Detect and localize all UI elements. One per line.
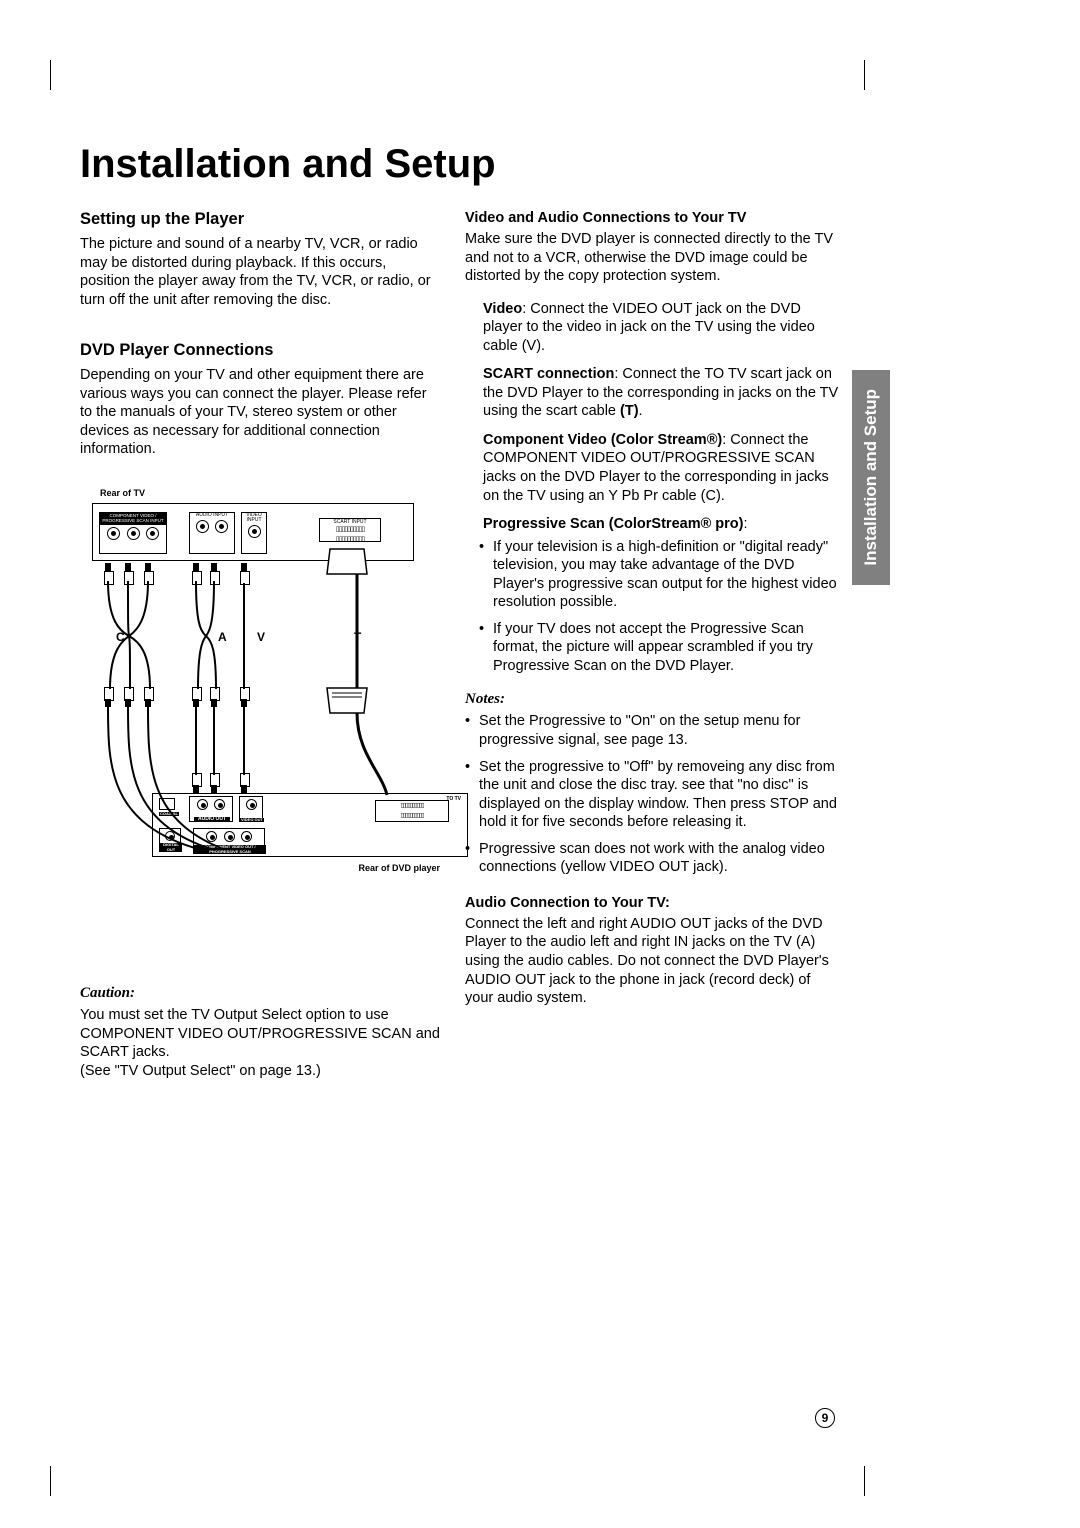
heading-setting-up: Setting up the Player [80, 210, 440, 229]
para-audio-conn: Connect the left and right AUDIO OUT jac… [465, 915, 840, 1008]
label-rear-dvd: Rear of DVD player [358, 863, 440, 873]
page-title: Installation and Setup [80, 142, 496, 187]
heading-connections: DVD Player Connections [80, 341, 440, 360]
heading-notes: Notes: [465, 691, 840, 708]
plug [144, 687, 152, 707]
para-connections: Depending on your TV and other equipment… [80, 366, 440, 459]
plug [240, 563, 248, 583]
plug [240, 687, 248, 707]
plug [124, 563, 132, 583]
port-pr-out [241, 831, 252, 842]
bullet-prog-2: If your TV does not accept the Progressi… [483, 620, 840, 676]
block-video: Video: Connect the VIDEO OUT jack on the… [465, 300, 840, 356]
page-number-value: 9 [822, 1411, 829, 1425]
label-scart-bold: SCART connection [483, 366, 614, 382]
port-y-in [146, 527, 159, 540]
port-pr-in [107, 527, 120, 540]
plug [104, 687, 112, 707]
heading-va-connections: Video and Audio Connections to Your TV [465, 210, 840, 226]
port-audio-l-in [196, 520, 209, 533]
crop-mark [50, 60, 51, 90]
note-1: Set the Progressive to "On" on the setup… [469, 712, 840, 749]
list-notes: Set the Progressive to "On" on the setup… [465, 712, 840, 876]
plug [192, 687, 200, 707]
cable-v [243, 583, 245, 689]
connection-diagram: Rear of TV COMPONENT VIDEO / PROGRESSIVE… [80, 485, 440, 945]
heading-caution: Caution: [80, 985, 440, 1002]
label-video-in: VIDEO INPUT [242, 513, 266, 523]
plug [192, 563, 200, 583]
plug [210, 687, 218, 707]
label-scart-t: (T) [620, 403, 639, 419]
plug [124, 687, 132, 707]
crop-mark [50, 1466, 51, 1496]
block-component: Component Video (Color Stream®): Connect… [465, 431, 840, 505]
left-column: Setting up the Player The picture and so… [80, 210, 440, 473]
crop-mark [864, 60, 865, 90]
scart-in-pins: ▯▯▯▯▯▯▯▯▯▯▯▯▯▯▯▯▯▯▯▯ [320, 525, 380, 545]
text-video-rest: : Connect the VIDEO OUT jack on the DVD … [483, 301, 815, 354]
label-video-out: VIDEO OUT [240, 818, 264, 822]
right-column: Video and Audio Connections to Your TV M… [465, 210, 840, 1022]
port-pb-in [127, 527, 140, 540]
cable-stub [243, 707, 245, 775]
para-caution-2: (See "TV Output Select" on page 13.) [80, 1062, 440, 1081]
heading-audio-conn: Audio Connection to Your TV: [465, 895, 840, 911]
port-video-out [246, 799, 257, 810]
cable-tag-v: V [257, 630, 265, 644]
text-scart-rest2: . [639, 403, 643, 419]
note-2: Set the progressive to "Off" by removein… [469, 758, 840, 832]
caution-block: Caution: You must set the TV Output Sele… [80, 985, 440, 1080]
text-prog-colon: : [743, 516, 747, 532]
plug [210, 563, 218, 583]
cable-a [190, 581, 222, 689]
block-scart: SCART connection: Connect the TO TV scar… [465, 365, 840, 421]
scart-out-pins: ▯▯▯▯▯▯▯▯▯▯▯▯▯▯▯▯▯▯▯▯ [376, 801, 448, 821]
port-audio-r-in [215, 520, 228, 533]
label-component-in: COMPONENT VIDEO / PROGRESSIVE SCAN INPUT [100, 513, 166, 525]
plug [144, 563, 152, 583]
side-tab-label: Installation and Setup [861, 389, 881, 566]
page-number: 9 [815, 1408, 835, 1428]
crop-mark [864, 1466, 865, 1496]
cable-c [102, 581, 156, 689]
note-3: Progressive scan does not work with the … [469, 840, 840, 877]
list-progressive: If your television is a high-definition … [465, 538, 840, 676]
plug [104, 563, 112, 583]
port-video-in [248, 525, 261, 538]
scart-plug [324, 545, 370, 577]
para-caution-1: You must set the TV Output Select option… [80, 1006, 440, 1062]
label-video-bold: Video [483, 301, 522, 317]
label-prog-bold: Progressive Scan (ColorStream® pro) [483, 516, 743, 532]
para-setting-up: The picture and sound of a nearby TV, VC… [80, 235, 440, 309]
label-comp-bold: Component Video (Color Stream®) [483, 432, 722, 448]
label-rear-tv: Rear of TV [100, 488, 145, 498]
bullet-prog-1: If your television is a high-definition … [483, 538, 840, 612]
cable-c-lower [102, 705, 242, 865]
para-va-intro: Make sure the DVD player is connected di… [465, 230, 840, 286]
section-side-tab: Installation and Setup [852, 370, 890, 585]
cable-t-lower [332, 713, 392, 799]
label-to-tv: TO TV [446, 796, 461, 802]
block-progressive-head: Progressive Scan (ColorStream® pro): [465, 515, 840, 534]
